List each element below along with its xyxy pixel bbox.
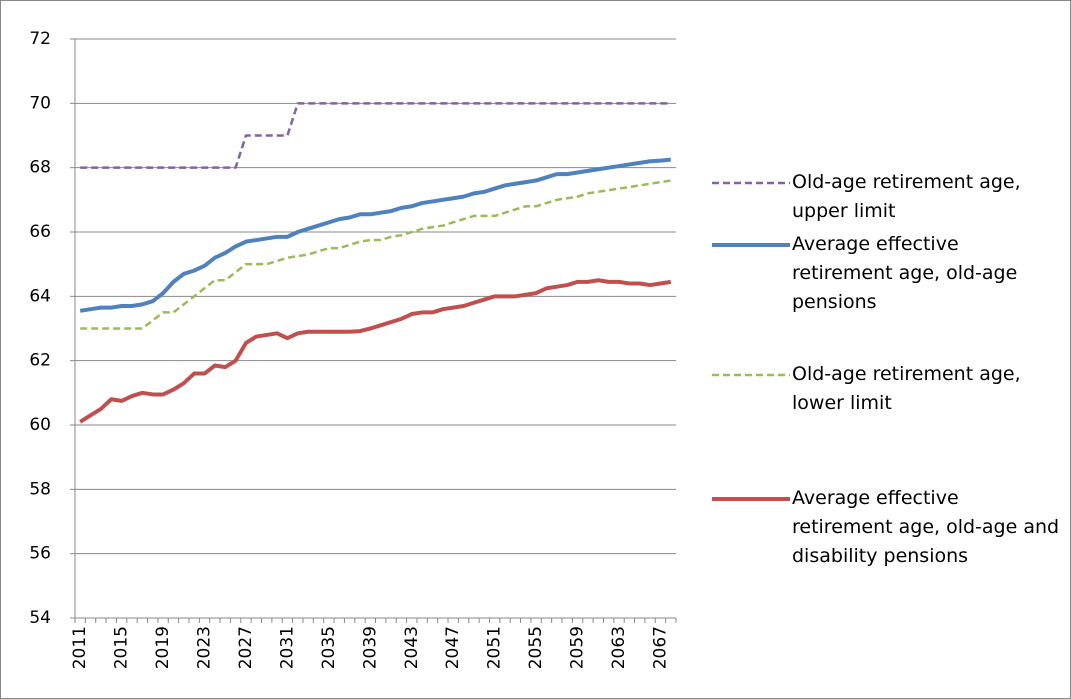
series-line bbox=[79, 157, 672, 313]
x-tick-label: 2035 bbox=[319, 626, 339, 669]
y-tick-label: 70 bbox=[29, 93, 51, 113]
y-tick-label: 72 bbox=[29, 29, 51, 49]
y-tick-label: 58 bbox=[29, 479, 51, 499]
x-tick-label: 2063 bbox=[609, 626, 629, 669]
x-tick-label: 2023 bbox=[195, 626, 215, 669]
x-tick-label: 2039 bbox=[360, 626, 380, 669]
x-tick-label: 2031 bbox=[277, 626, 297, 669]
y-tick-label: 68 bbox=[29, 158, 51, 178]
x-tick-label: 2027 bbox=[236, 626, 256, 669]
x-tick-label: 2047 bbox=[443, 626, 463, 669]
x-tick-label: 2011 bbox=[70, 626, 90, 669]
series-line bbox=[80, 179, 672, 330]
legend-label: Old-age retirement age, upper limit bbox=[792, 171, 1021, 222]
y-tick-label: 66 bbox=[29, 222, 51, 242]
y-tick-label: 56 bbox=[29, 544, 51, 564]
x-tick-label: 2059 bbox=[568, 626, 588, 669]
y-tick-label: 64 bbox=[29, 286, 51, 306]
x-tick-label: 2067 bbox=[650, 626, 670, 669]
legend-label: Old-age retirement age, lower limit bbox=[792, 363, 1021, 414]
x-tick-label: 2019 bbox=[153, 626, 173, 669]
x-tick-label: 2043 bbox=[402, 626, 422, 669]
series-line bbox=[79, 278, 672, 424]
y-tick-label: 60 bbox=[29, 415, 51, 435]
series-line bbox=[80, 102, 671, 169]
legend-label: Average effective retirement age, old-ag… bbox=[792, 233, 1018, 313]
x-tick-label: 2015 bbox=[112, 626, 132, 669]
legend-label: Average effective retirement age, old-ag… bbox=[792, 487, 1060, 567]
y-tick-label: 54 bbox=[29, 608, 51, 628]
y-tick-label: 62 bbox=[29, 351, 51, 371]
x-tick-label: 2051 bbox=[485, 626, 505, 669]
x-tick-label: 2055 bbox=[526, 626, 546, 669]
